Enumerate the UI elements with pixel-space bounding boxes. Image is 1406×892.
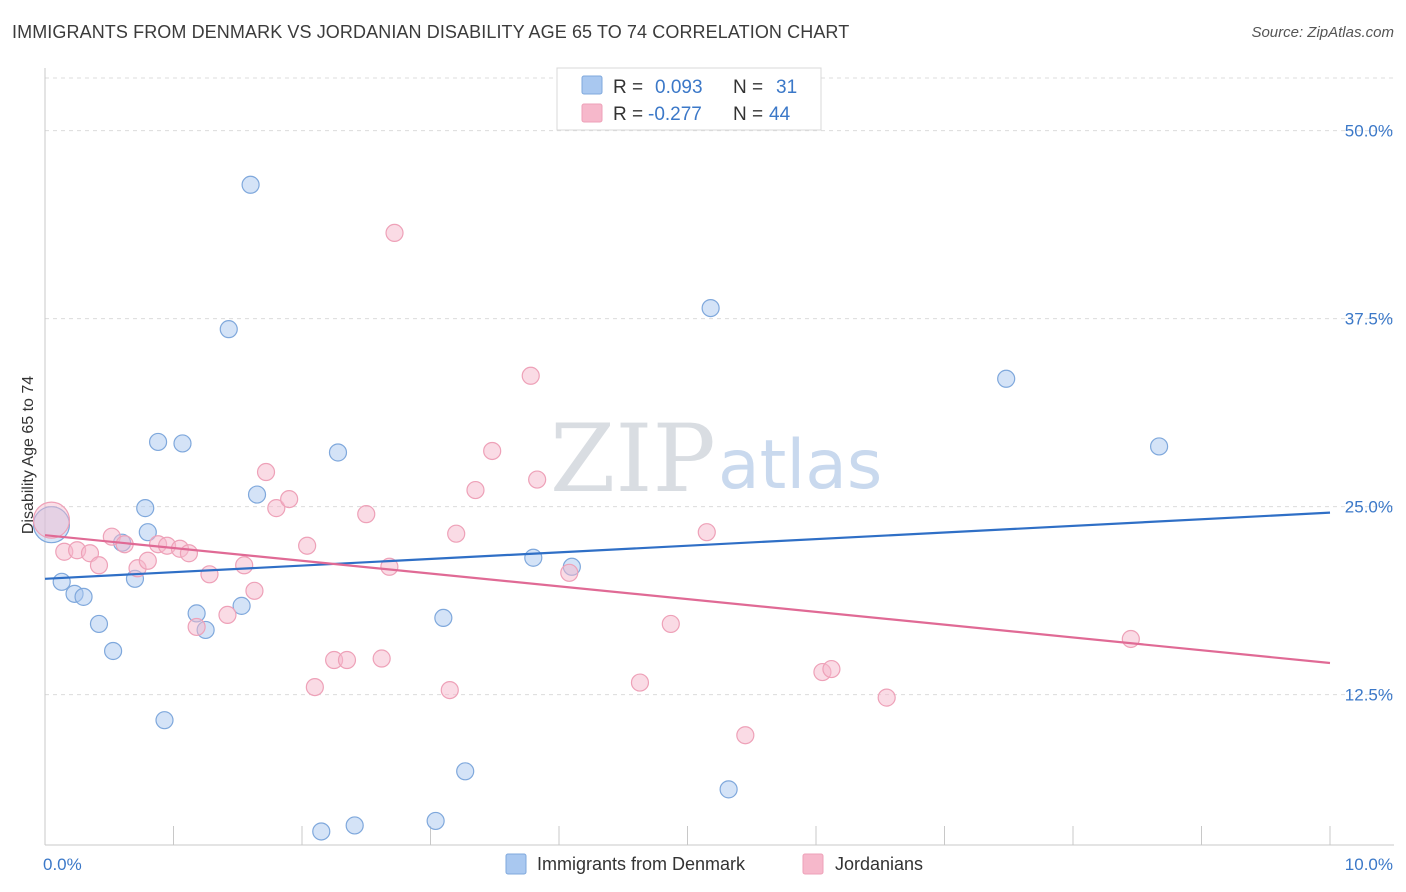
y-tick-labels: 12.5% 25.0% 37.5% 50.0% <box>1345 122 1393 705</box>
point-jordanians-34 <box>528 470 547 489</box>
bottom-legend-label-jordanians: Jordanians <box>835 854 923 874</box>
point-denmark-30 <box>1149 437 1169 456</box>
point-jordanians-4 <box>89 556 109 575</box>
legend-r-label-jordanians: R = <box>613 104 643 125</box>
point-jordanians-36 <box>630 673 650 692</box>
trend-line-denmark <box>44 511 1331 580</box>
y-tick-label-0: 12.5% <box>1345 686 1393 705</box>
point-denmark-5 <box>104 641 123 661</box>
point-denmark-19 <box>312 822 331 841</box>
legend-swatch-denmark <box>581 75 603 95</box>
legend-swatch-jordanians <box>581 103 603 123</box>
x-tick-labels: 0.0% 10.0% <box>43 855 1393 874</box>
point-denmark-3 <box>74 587 93 606</box>
point-denmark-21 <box>345 816 364 835</box>
legend-n-label-denmark: N = <box>733 77 763 98</box>
data-points <box>32 175 1169 841</box>
point-jordanians-12 <box>179 544 199 563</box>
point-jordanians-33 <box>521 366 540 385</box>
point-jordanians-35 <box>560 563 579 582</box>
point-jordanians-19 <box>267 499 286 518</box>
point-jordanians-14 <box>200 565 219 584</box>
point-jordanians-42 <box>877 688 896 707</box>
point-jordanians-21 <box>298 536 317 555</box>
point-jordanians-0 <box>32 501 71 539</box>
watermark-atlas: atlas <box>718 426 882 505</box>
point-jordanians-27 <box>380 557 399 576</box>
y-tick-label-2: 37.5% <box>1345 310 1393 329</box>
y-tick-label-1: 25.0% <box>1345 498 1393 517</box>
bottom-legend-label-denmark: Immigrants from Denmark <box>537 854 746 874</box>
point-jordanians-15 <box>218 605 237 625</box>
point-denmark-8 <box>136 499 155 518</box>
point-denmark-10 <box>148 432 168 452</box>
point-jordanians-13 <box>187 617 206 637</box>
point-denmark-15 <box>219 320 238 339</box>
point-denmark-27 <box>701 299 720 318</box>
point-jordanians-18 <box>256 462 276 482</box>
legend-r-value-jordanians: -0.277 <box>648 104 702 125</box>
legend-r-label-denmark: R = <box>613 77 643 98</box>
watermark-zip: ZIP <box>550 405 716 514</box>
bottom-legend-swatch-denmark <box>505 853 527 875</box>
point-denmark-29 <box>997 369 1016 388</box>
source-credit: Source: ZipAtlas.com <box>1251 24 1394 41</box>
point-jordanians-16 <box>235 556 254 575</box>
point-jordanians-26 <box>372 649 391 668</box>
point-jordanians-22 <box>305 677 324 697</box>
chart-title: IMMIGRANTS FROM DENMARK VS JORDANIAN DIS… <box>12 22 850 42</box>
point-jordanians-41 <box>822 659 841 679</box>
point-denmark-18 <box>241 175 260 194</box>
bottom-legend: Immigrants from Denmark Jordanians <box>505 853 923 875</box>
point-denmark-9 <box>138 523 157 542</box>
point-denmark-28 <box>719 780 738 799</box>
x-tick-label-1: 10.0% <box>1345 855 1393 874</box>
point-jordanians-37 <box>661 614 680 634</box>
point-denmark-20 <box>328 443 348 462</box>
point-denmark-23 <box>434 608 453 628</box>
point-denmark-11 <box>155 711 174 730</box>
point-denmark-22 <box>426 811 445 831</box>
point-jordanians-30 <box>447 524 466 543</box>
y-tick-label-3: 50.0% <box>1345 122 1393 141</box>
point-jordanians-38 <box>697 523 716 542</box>
point-denmark-4 <box>89 614 109 634</box>
trend-line-jordanians <box>44 534 1331 665</box>
point-jordanians-25 <box>357 505 376 524</box>
point-jordanians-43 <box>1121 629 1140 649</box>
point-jordanians-32 <box>483 441 502 461</box>
x-tick-label-0: 0.0% <box>43 855 82 874</box>
point-jordanians-29 <box>440 680 459 700</box>
point-denmark-12 <box>173 434 192 453</box>
point-jordanians-17 <box>245 581 264 600</box>
point-denmark-16 <box>232 596 251 615</box>
bottom-legend-swatch-jordanians <box>802 853 824 875</box>
legend-box: R = 0.093 N = 31 R = -0.277 N = 44 <box>556 67 822 131</box>
legend-n-label-jordanians: N = <box>733 104 763 125</box>
legend-n-value-jordanians: 44 <box>769 104 791 125</box>
point-denmark-25 <box>524 548 543 567</box>
point-denmark-17 <box>247 485 267 504</box>
point-denmark-24 <box>456 762 475 781</box>
point-jordanians-3 <box>80 544 100 563</box>
y-axis-label: Disability Age 65 to 74 <box>20 376 37 534</box>
point-jordanians-28 <box>385 223 404 243</box>
trend-lines <box>44 511 1331 665</box>
point-denmark-1 <box>52 572 71 591</box>
point-jordanians-8 <box>138 551 157 570</box>
point-jordanians-20 <box>280 489 299 509</box>
axes <box>44 68 1394 846</box>
point-jordanians-39 <box>736 726 755 745</box>
point-jordanians-31 <box>466 480 485 500</box>
legend-n-value-denmark: 31 <box>776 77 797 98</box>
legend-r-value-denmark: 0.093 <box>655 77 703 98</box>
point-jordanians-24 <box>337 650 357 670</box>
